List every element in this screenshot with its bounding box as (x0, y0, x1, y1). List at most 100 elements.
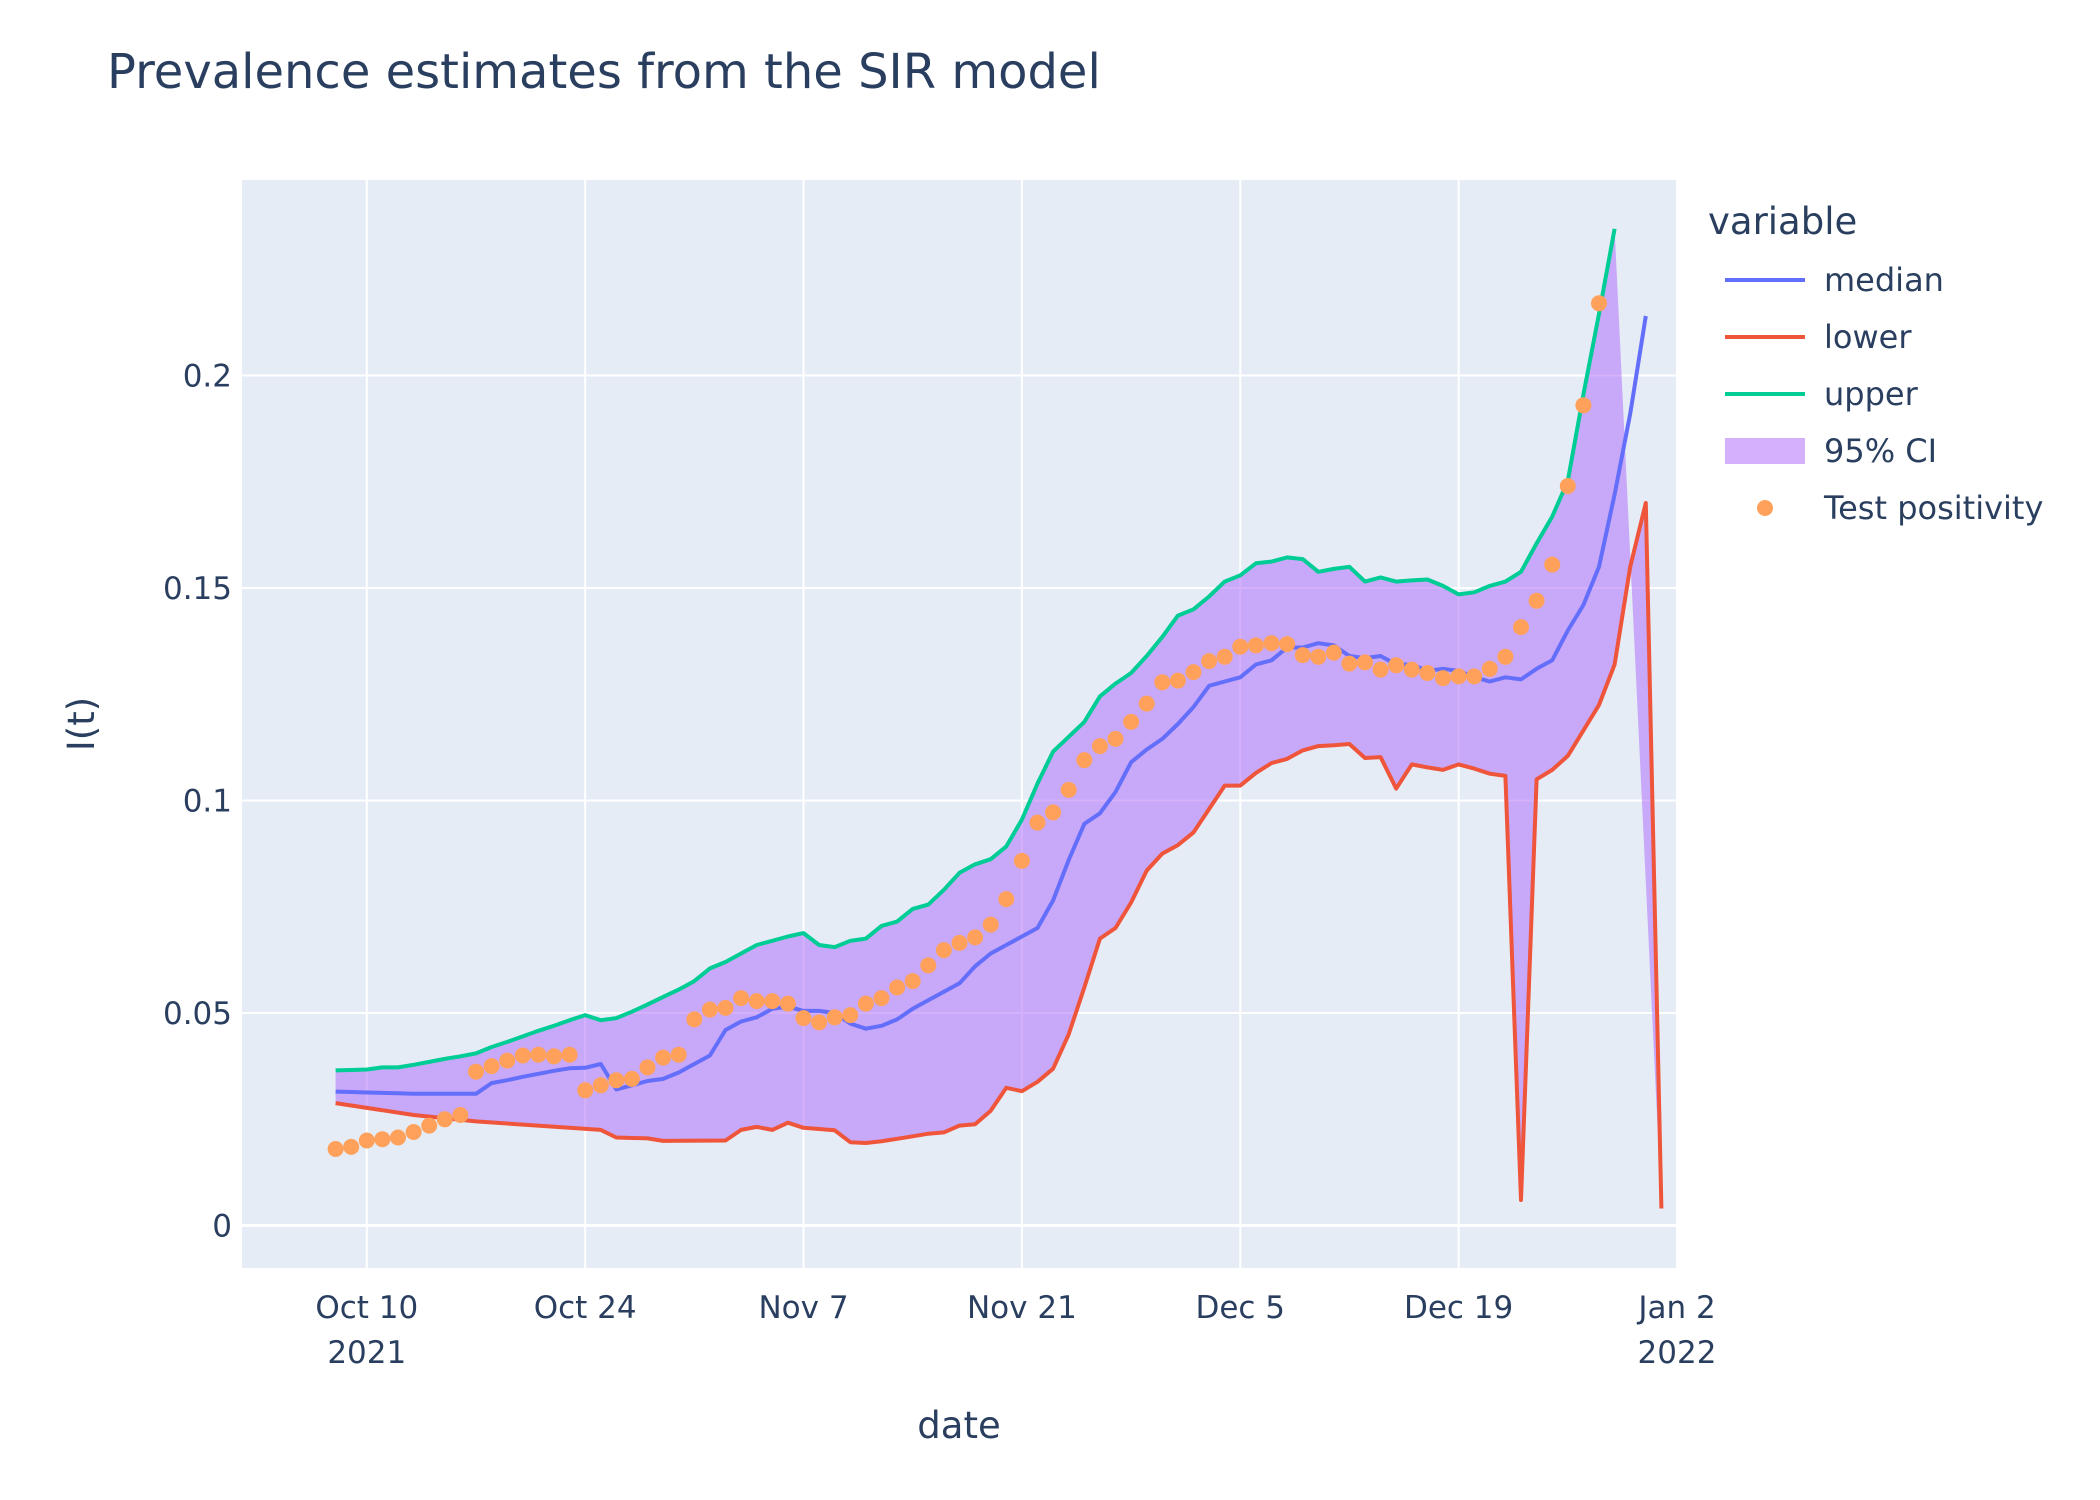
test-positivity-point (1419, 665, 1436, 681)
test-positivity-point (1513, 619, 1529, 636)
x-tick-label: Oct 10 (315, 1290, 418, 1326)
test-positivity-point (1263, 635, 1280, 652)
x-tick-label: Jan 2 (1636, 1290, 1715, 1326)
test-positivity-point (358, 1132, 375, 1149)
upper-line (335, 228, 1617, 1073)
test-positivity-point (1372, 661, 1389, 678)
legend-title: variable (1708, 200, 1857, 243)
test-positivity-point (1029, 814, 1046, 831)
test-positivity-point (1450, 668, 1467, 685)
y-axis-ticks: 0 0.05 0.1 0.15 0.2 (163, 359, 232, 1245)
test-positivity-point (842, 1007, 859, 1024)
x-tick-year-label: 2021 (327, 1335, 406, 1371)
test-positivity-point (764, 993, 781, 1010)
test-positivity-point (748, 993, 765, 1010)
test-positivity-point (1591, 295, 1607, 312)
test-positivity-point (857, 995, 874, 1012)
test-positivity-point (1169, 672, 1186, 689)
test-positivity-point (374, 1131, 391, 1148)
x-tick-year-label: 2022 (1638, 1335, 1717, 1371)
test-positivity-point (1481, 660, 1498, 677)
legend-label: upper (1824, 375, 1919, 413)
legend-label: 95% CI (1824, 432, 1937, 470)
test-positivity-point (608, 1072, 625, 1089)
y-tick-label: 0.05 (163, 996, 232, 1032)
test-positivity-point (1076, 752, 1093, 769)
test-positivity-point (779, 995, 796, 1012)
test-positivity-point (935, 942, 952, 959)
test-positivity-point (795, 1010, 812, 1027)
test-positivity-point (343, 1138, 360, 1155)
test-positivity-point (951, 934, 968, 951)
test-positivity-point (1107, 730, 1124, 747)
y-axis-title: I(t) (60, 697, 103, 751)
test-positivity-point (592, 1077, 609, 1094)
legend-item: median (1725, 261, 1944, 299)
test-positivity-point (982, 916, 999, 933)
legend: variable median lower upper 95% CI Test posi… (1708, 200, 2043, 527)
test-positivity-point (1575, 397, 1592, 414)
test-positivity-point (623, 1070, 640, 1087)
test-positivity-point (998, 891, 1015, 908)
test-positivity-point (468, 1063, 484, 1080)
legend-swatch (1757, 500, 1773, 516)
test-positivity-point (904, 973, 921, 990)
test-positivity-point (639, 1059, 656, 1076)
legend-item: 95% CI (1725, 432, 1937, 470)
test-positivity-point (1013, 852, 1030, 869)
legend-label: median (1824, 261, 1944, 299)
legend-item: upper (1725, 375, 1919, 413)
test-positivity-point (1497, 648, 1514, 665)
legend-label: lower (1824, 318, 1912, 356)
test-positivity-point (405, 1124, 422, 1140)
test-positivity-point (1544, 556, 1561, 573)
test-positivity-point (1325, 644, 1342, 661)
test-positivity-point (1123, 713, 1140, 730)
x-tick-label: Dec 19 (1404, 1290, 1513, 1326)
test-positivity-point (655, 1049, 672, 1066)
test-positivity-point (1216, 648, 1233, 665)
y-tick-label: 0.2 (183, 359, 232, 395)
chart-marks (327, 228, 1664, 1209)
legend-item: lower (1725, 318, 1912, 356)
test-positivity-point (1279, 636, 1296, 653)
test-positivity-point (1403, 661, 1420, 678)
test-positivity-point (920, 957, 937, 974)
test-positivity-point (1232, 638, 1249, 655)
test-positivity-point (421, 1117, 438, 1134)
test-positivity-point (733, 990, 750, 1007)
test-positivity-point (1185, 664, 1202, 681)
test-positivity-point (390, 1129, 406, 1146)
x-tick-label: Oct 24 (534, 1290, 637, 1326)
test-positivity-point (1466, 668, 1483, 685)
test-positivity-point (1435, 670, 1451, 687)
test-positivity-point (530, 1046, 547, 1063)
test-positivity-point (1294, 647, 1311, 664)
test-positivity-point (452, 1107, 469, 1123)
y-tick-label: 0.15 (163, 571, 232, 607)
test-positivity-point (967, 929, 984, 946)
test-positivity-point (1310, 648, 1327, 665)
test-positivity-point (670, 1046, 687, 1063)
x-tick-label: Dec 5 (1195, 1290, 1285, 1326)
test-positivity-point (686, 1011, 703, 1028)
test-positivity-point (1357, 654, 1373, 671)
test-positivity-point (873, 990, 890, 1007)
chart-title: Prevalence estimates from the SIR model (107, 44, 1101, 100)
test-positivity-point (483, 1058, 500, 1075)
test-positivity-point (327, 1141, 344, 1157)
x-axis-ticks: Oct 10 2021 Oct 24 Nov 7 Nov 21 Dec 5 Dec 19 Ja… (315, 1290, 1716, 1371)
legend-swatch (1725, 438, 1805, 464)
test-positivity-point (1388, 657, 1405, 674)
test-positivity-point (1201, 653, 1218, 670)
x-tick-label: Nov 7 (758, 1290, 848, 1326)
y-tick-label: 0.1 (183, 784, 232, 820)
x-tick-label: Nov 21 (967, 1290, 1077, 1326)
test-positivity-point (1154, 674, 1171, 691)
test-positivity-point (811, 1014, 828, 1031)
test-positivity-point (1559, 478, 1576, 494)
test-positivity-point (717, 999, 734, 1016)
x-axis-title: date (917, 1404, 1000, 1447)
test-positivity-point (499, 1052, 516, 1069)
